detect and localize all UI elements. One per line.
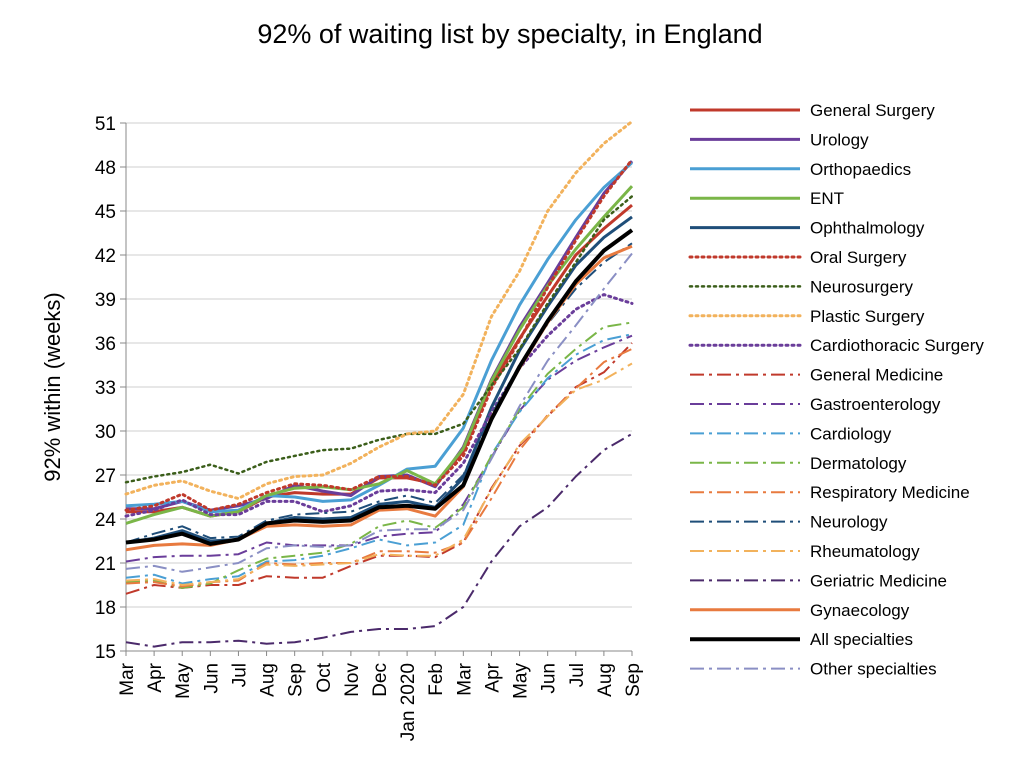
y-tick-label: 21 xyxy=(95,554,116,575)
legend-label: Orthopaedics xyxy=(810,160,911,179)
ytick-layer: 15 18 21 24 27 30 33 36 39 42 45 48 51 xyxy=(95,114,126,663)
legend-item: Ophthalmology xyxy=(690,219,925,238)
x-tick-label: Feb xyxy=(426,663,447,696)
legend-label: General Medicine xyxy=(810,366,943,385)
series-layer xyxy=(124,120,634,648)
x-tick-label: May xyxy=(511,663,532,699)
x-tick-label: Oct xyxy=(314,662,335,692)
legend-label: Cardiothoracic Surgery xyxy=(810,336,984,355)
legend-item: Gynaecology xyxy=(690,601,910,620)
x-tick-label: Mar xyxy=(454,662,475,695)
legend-item: All specialties xyxy=(690,630,913,649)
series-line-neurology xyxy=(125,242,633,544)
legend-item: Orthopaedics xyxy=(690,160,911,179)
y-tick-label: 36 xyxy=(95,334,116,355)
x-tick-label: Jul xyxy=(229,663,250,687)
y-tick-label: 51 xyxy=(95,114,116,135)
legend-label: Rheumatology xyxy=(810,542,920,561)
series-line-urology xyxy=(126,160,634,512)
legend-item: Cardiology xyxy=(690,424,892,443)
y-tick-label: 27 xyxy=(95,466,116,487)
legend-item: Gastroenterology xyxy=(690,395,941,414)
series-line-ent xyxy=(125,185,634,525)
legend-item: Plastic Surgery xyxy=(688,307,925,326)
legend: General Surgery Urology Orthopaedics ENT Oph… xyxy=(688,101,984,679)
legend-item: Geriatric Medicine xyxy=(690,571,947,590)
x-tick-label: Sep xyxy=(623,663,644,697)
y-tick-label: 39 xyxy=(95,290,116,311)
legend-label: Respiratory Medicine xyxy=(810,483,970,502)
legend-label: Plastic Surgery xyxy=(810,307,925,326)
x-tick-label: May xyxy=(173,663,194,699)
series-line-ophthalmology xyxy=(125,215,633,544)
legend-label: Neurology xyxy=(810,513,888,532)
legend-item: Cardiothoracic Surgery xyxy=(688,336,984,355)
series-line-neurosurgery xyxy=(124,195,634,484)
legend-item: Neurology xyxy=(690,513,888,532)
series-line-plastic-surgery xyxy=(124,120,634,500)
x-tick-label: Jun xyxy=(539,663,560,694)
x-tick-label: Apr xyxy=(145,662,166,692)
y-tick-label: 30 xyxy=(95,422,116,443)
legend-label: All specialties xyxy=(810,630,913,649)
y-tick-label: 45 xyxy=(95,202,116,223)
legend-label: Ophthalmology xyxy=(810,219,925,238)
x-tick-label: Dec xyxy=(370,663,391,697)
x-tick-label: Jan 2020 xyxy=(398,663,419,741)
x-tick-label: Mar xyxy=(117,662,138,695)
legend-label: General Surgery xyxy=(810,101,935,120)
series-line-other-specialties xyxy=(125,252,633,573)
y-tick-label: 24 xyxy=(95,510,117,531)
legend-label: Gynaecology xyxy=(810,601,910,620)
series-line-general-surgery xyxy=(126,203,633,518)
y-tick-label: 48 xyxy=(95,158,116,179)
chart-title: 92% of waiting list by specialty, in Eng… xyxy=(257,19,762,49)
series-line-gastroenterology xyxy=(125,334,633,563)
legend-item: Other specialties xyxy=(690,660,937,679)
series-line-geriatric-medicine xyxy=(125,433,633,648)
series-line-oral-surgery xyxy=(124,158,634,512)
series-line-general-medicine xyxy=(125,342,633,595)
legend-item: Oral Surgery xyxy=(688,248,907,267)
y-tick-label: 33 xyxy=(95,378,116,399)
legend-item: General Medicine xyxy=(690,366,943,385)
legend-item: Dermatology xyxy=(690,454,907,473)
x-tick-label: Apr xyxy=(482,662,503,692)
legend-item: General Surgery xyxy=(690,101,935,120)
series-line-rheumatology xyxy=(125,362,633,586)
legend-label: Neurosurgery xyxy=(810,277,913,296)
x-tick-label: Jun xyxy=(201,663,222,694)
x-tick-label: Aug xyxy=(595,663,616,697)
legend-item: Respiratory Medicine xyxy=(690,483,970,502)
series-line-all-specialties xyxy=(125,228,634,546)
series-line-orthopaedics xyxy=(125,161,633,514)
legend-item: Rheumatology xyxy=(690,542,920,561)
legend-label: Other specialties xyxy=(810,660,937,679)
legend-label: ENT xyxy=(810,189,844,208)
x-tick-label: Nov xyxy=(342,663,363,697)
legend-label: Oral Surgery xyxy=(810,248,907,267)
grid-layer xyxy=(126,122,632,652)
y-tick-label: 42 xyxy=(95,246,116,267)
legend-item: Urology xyxy=(690,130,869,149)
xtick-layer: Mar Apr May Jun Jul Aug Sep Oct Nov Dec Jan 2020 Fe… xyxy=(117,651,644,741)
legend-label: Urology xyxy=(810,130,869,149)
x-tick-label: Jul xyxy=(567,663,588,687)
legend-label: Dermatology xyxy=(810,454,907,473)
series-line-cardiology xyxy=(125,333,633,585)
series-line-cardiothoracic-surgery xyxy=(124,293,634,518)
y-axis-label: 92% within (weeks) xyxy=(40,292,65,482)
legend-label: Gastroenterology xyxy=(810,395,941,414)
legend-label: Cardiology xyxy=(810,424,892,443)
y-tick-label: 18 xyxy=(95,598,116,619)
x-tick-label: Sep xyxy=(286,663,307,697)
legend-label: Geriatric Medicine xyxy=(810,571,947,590)
legend-item: Neurosurgery xyxy=(688,277,913,296)
legend-item: ENT xyxy=(690,189,844,208)
series-line-dermatology xyxy=(125,321,633,589)
x-tick-label: Aug xyxy=(258,663,279,697)
y-tick-label: 15 xyxy=(95,642,116,663)
